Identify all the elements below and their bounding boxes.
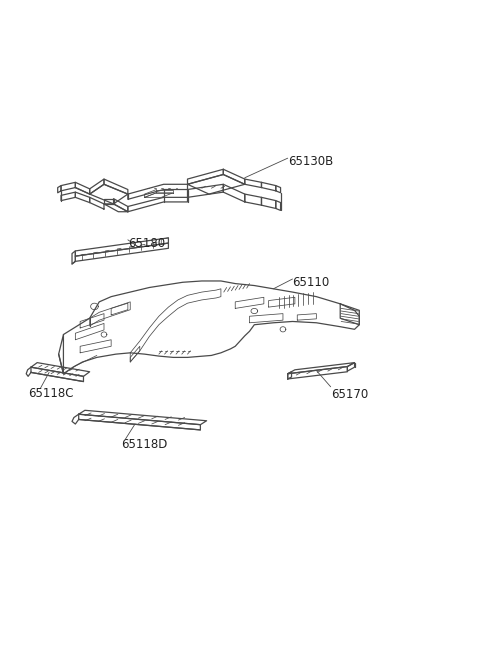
Text: 65110: 65110 xyxy=(292,276,330,289)
Text: 65130B: 65130B xyxy=(288,155,333,168)
Text: 65170: 65170 xyxy=(331,388,368,401)
Text: 65118C: 65118C xyxy=(28,387,73,400)
Text: 65180: 65180 xyxy=(128,237,165,249)
Text: 65118D: 65118D xyxy=(120,438,167,451)
